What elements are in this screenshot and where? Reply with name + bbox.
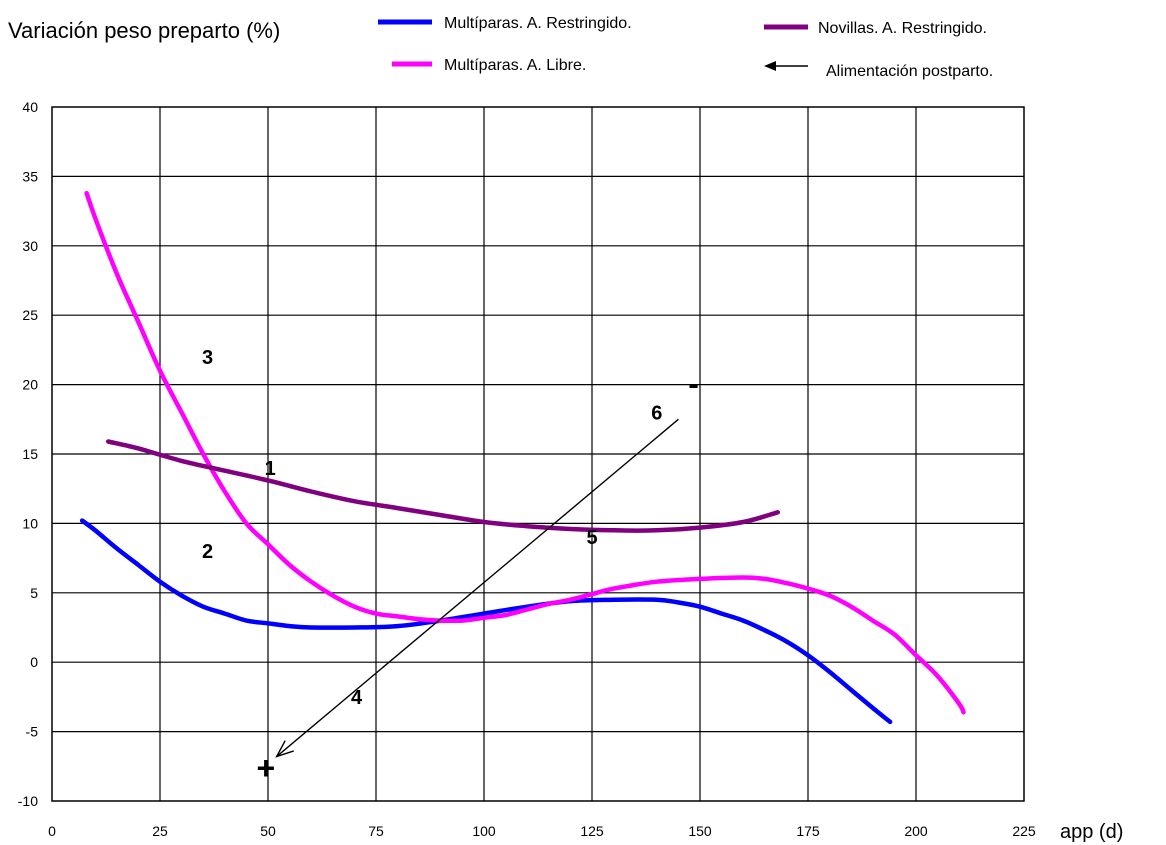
- x-tick-label: 75: [368, 823, 384, 839]
- legend-label: Novillas. A. Restringido.: [818, 20, 987, 37]
- legend-label: Multíparas. A. Restringido.: [444, 15, 632, 32]
- x-tick-labels: 0 25 50 75 100 125 150 175 200 225: [48, 823, 1036, 839]
- arrow-left-icon: [764, 61, 776, 71]
- annotations: 1 2 3 4 5 6 - +: [202, 347, 699, 786]
- gridlines: [52, 107, 1024, 801]
- y-tick-label: 0: [30, 654, 38, 670]
- annotation-label: 2: [202, 541, 213, 563]
- legend-label: Multíparas. A. Libre.: [444, 57, 586, 74]
- x-tick-label: 25: [152, 823, 168, 839]
- y-tick-labels: -10 -5 0 5 10 15 20 25 30 35 40: [18, 99, 38, 809]
- x-tick-label: 150: [688, 823, 712, 839]
- x-axis-label: app (d): [1060, 821, 1123, 843]
- y-tick-label: 35: [22, 168, 38, 184]
- x-tick-label: 175: [796, 823, 820, 839]
- legend-label: Alimentación postparto.: [826, 63, 993, 80]
- y-tick-label: 25: [22, 307, 38, 323]
- annotation-label: 4: [351, 687, 363, 709]
- annotation-label: -: [688, 365, 699, 401]
- annotation-label: 3: [202, 347, 213, 369]
- y-tick-label: 20: [22, 377, 38, 393]
- y-tick-label: 15: [22, 446, 38, 462]
- y-tick-label: 10: [22, 515, 38, 531]
- y-tick-label: 30: [22, 238, 38, 254]
- annotation-label: 6: [651, 402, 662, 424]
- plot-area: 1 2 3 4 5 6 - +: [51, 106, 1025, 802]
- annotation-label: 5: [586, 527, 597, 549]
- x-tick-label: 225: [1012, 823, 1036, 839]
- x-tick-label: 50: [260, 823, 276, 839]
- series-multiparas-libre: [84, 190, 966, 715]
- series-novillas-restringido: [105, 439, 781, 533]
- x-tick-label: 125: [580, 823, 604, 839]
- x-tick-label: 200: [904, 823, 928, 839]
- y-tick-label: -10: [18, 793, 38, 809]
- annotation-label: +: [256, 750, 275, 786]
- postpartum-arrow-line: [276, 418, 679, 758]
- y-tick-label: 40: [22, 99, 38, 115]
- y-axis-label: Variación peso preparto (%): [8, 18, 280, 43]
- series-multiparas-restringido: [79, 518, 893, 725]
- y-tick-label: 5: [30, 585, 38, 601]
- postpartum-arrowhead: [275, 740, 294, 758]
- annotation-label: 1: [265, 458, 276, 480]
- legend: Multíparas. A. Restringido. Multíparas. A…: [378, 15, 993, 80]
- x-tick-label: 100: [472, 823, 496, 839]
- arrow-layer: [275, 418, 679, 758]
- x-tick-label: 0: [48, 823, 56, 839]
- y-tick-label: -5: [26, 724, 39, 740]
- series-group: [79, 190, 966, 725]
